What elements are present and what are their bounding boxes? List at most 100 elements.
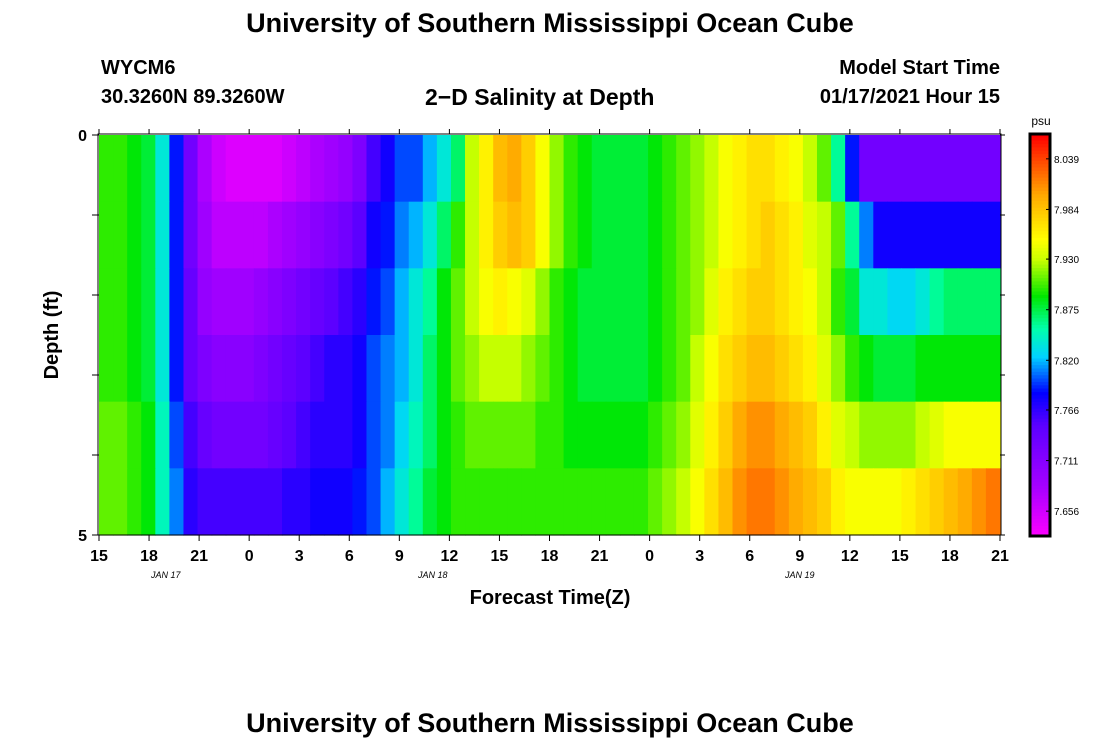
heatmap-cell bbox=[239, 201, 255, 269]
heatmap-cell bbox=[465, 401, 480, 469]
heatmap-cell bbox=[831, 268, 846, 336]
heatmap-cell bbox=[676, 201, 691, 269]
heatmap-cell bbox=[310, 135, 325, 203]
heatmap-cell bbox=[732, 135, 748, 203]
heatmap-cell bbox=[521, 268, 537, 336]
colorbar-swatch bbox=[1030, 201, 1050, 205]
colorbar-swatch bbox=[1030, 512, 1050, 517]
colorbar-swatch bbox=[1030, 391, 1050, 396]
colorbar-swatch bbox=[1030, 174, 1050, 179]
heatmap-cell bbox=[282, 135, 297, 203]
y-axis-label: Depth (ft) bbox=[41, 291, 63, 380]
colorbar-swatch bbox=[1030, 465, 1050, 470]
heatmap-cell bbox=[366, 135, 382, 203]
heatmap-cell bbox=[901, 401, 917, 469]
heatmap-cell bbox=[816, 135, 832, 203]
colorbar-swatch bbox=[1030, 197, 1050, 202]
heatmap-cell bbox=[197, 401, 213, 469]
heatmap-cell bbox=[732, 401, 748, 469]
heatmap-cell bbox=[774, 201, 790, 269]
colorbar-swatch bbox=[1030, 301, 1050, 306]
colorbar-swatch bbox=[1030, 194, 1050, 199]
colorbar-swatch bbox=[1030, 247, 1050, 252]
heatmap-cell bbox=[971, 468, 987, 536]
heatmap-cell bbox=[662, 268, 677, 336]
colorbar-swatch bbox=[1030, 137, 1050, 142]
heatmap-cell bbox=[239, 268, 255, 336]
heatmap-cell bbox=[957, 468, 973, 536]
heatmap-cell bbox=[113, 468, 128, 536]
heatmap-cell bbox=[605, 468, 621, 536]
heatmap-cell bbox=[127, 135, 142, 203]
heatmap-cell bbox=[746, 335, 762, 403]
heatmap-cell bbox=[605, 201, 621, 269]
heatmap-cell bbox=[591, 468, 607, 536]
heatmap-cell bbox=[253, 468, 269, 536]
heatmap-cell bbox=[479, 135, 494, 203]
heatmap-cell bbox=[465, 268, 480, 336]
heatmap-cell bbox=[746, 201, 762, 269]
heatmap-cell bbox=[521, 401, 537, 469]
heatmap-cell bbox=[549, 335, 565, 403]
colorbar-swatch bbox=[1030, 348, 1050, 353]
heatmap-cell bbox=[831, 468, 846, 536]
colorbar-unit-label: psu bbox=[1031, 114, 1050, 128]
heatmap-cell bbox=[352, 268, 368, 336]
colorbar-swatch bbox=[1030, 224, 1050, 229]
heatmap-cell bbox=[985, 135, 1001, 203]
heatmap-cell bbox=[985, 335, 1001, 403]
heatmap-cell bbox=[99, 135, 114, 203]
heatmap-cell bbox=[169, 335, 185, 403]
colorbar-swatch bbox=[1030, 442, 1050, 447]
colorbar-swatch bbox=[1030, 281, 1050, 286]
heatmap-cell bbox=[563, 468, 579, 536]
heatmap-cell bbox=[408, 268, 424, 336]
heatmap-cell bbox=[943, 468, 959, 536]
heatmap-cell bbox=[324, 201, 339, 269]
heatmap-cell bbox=[253, 335, 269, 403]
colorbar-swatch bbox=[1030, 388, 1050, 393]
heatmap-cell bbox=[802, 468, 818, 536]
heatmap-cell bbox=[465, 135, 480, 203]
heatmap-cell bbox=[282, 201, 297, 269]
heatmap-cell bbox=[563, 401, 579, 469]
heatmap-cell bbox=[549, 468, 565, 536]
heatmap-cell bbox=[521, 468, 537, 536]
heatmap-cell bbox=[408, 135, 424, 203]
heatmap-cell bbox=[127, 335, 142, 403]
heatmap-cell bbox=[380, 335, 396, 403]
colorbar-swatch bbox=[1030, 502, 1050, 507]
colorbar-swatch bbox=[1030, 509, 1050, 514]
heatmap-cell bbox=[479, 201, 494, 269]
heatmap-cell bbox=[479, 468, 494, 536]
heatmap-cell bbox=[873, 201, 888, 269]
colorbar-swatch bbox=[1030, 402, 1050, 406]
heatmap-cell bbox=[591, 135, 607, 203]
colorbar-swatch bbox=[1030, 254, 1050, 259]
colorbar-swatch bbox=[1030, 217, 1050, 222]
heatmap-cell bbox=[732, 468, 748, 536]
heatmap-cell bbox=[239, 401, 255, 469]
heatmap-cell bbox=[831, 201, 846, 269]
heatmap-cell bbox=[211, 401, 227, 469]
colorbar-swatch bbox=[1030, 479, 1050, 483]
colorbar-swatch bbox=[1030, 288, 1050, 293]
heatmap-cell bbox=[774, 268, 790, 336]
date-label: JAN 17 bbox=[150, 570, 182, 580]
heatmap-cell bbox=[155, 135, 170, 203]
heatmap-cell bbox=[169, 135, 185, 203]
heatmap-cell bbox=[253, 401, 269, 469]
heatmap-cell bbox=[141, 335, 156, 403]
heatmap-cell bbox=[816, 201, 832, 269]
heatmap-cell bbox=[788, 468, 804, 536]
heatmap-cell bbox=[718, 401, 734, 469]
colorbar-swatch bbox=[1030, 314, 1050, 319]
colorbar-swatch bbox=[1030, 368, 1050, 373]
heatmap-cell bbox=[873, 135, 888, 203]
heatmap-cell bbox=[957, 401, 973, 469]
heatmap-cell bbox=[774, 335, 790, 403]
heatmap-cell bbox=[366, 201, 382, 269]
heatmap-cell bbox=[662, 468, 677, 536]
heatmap-cell bbox=[197, 135, 213, 203]
heatmap-cell bbox=[929, 201, 945, 269]
